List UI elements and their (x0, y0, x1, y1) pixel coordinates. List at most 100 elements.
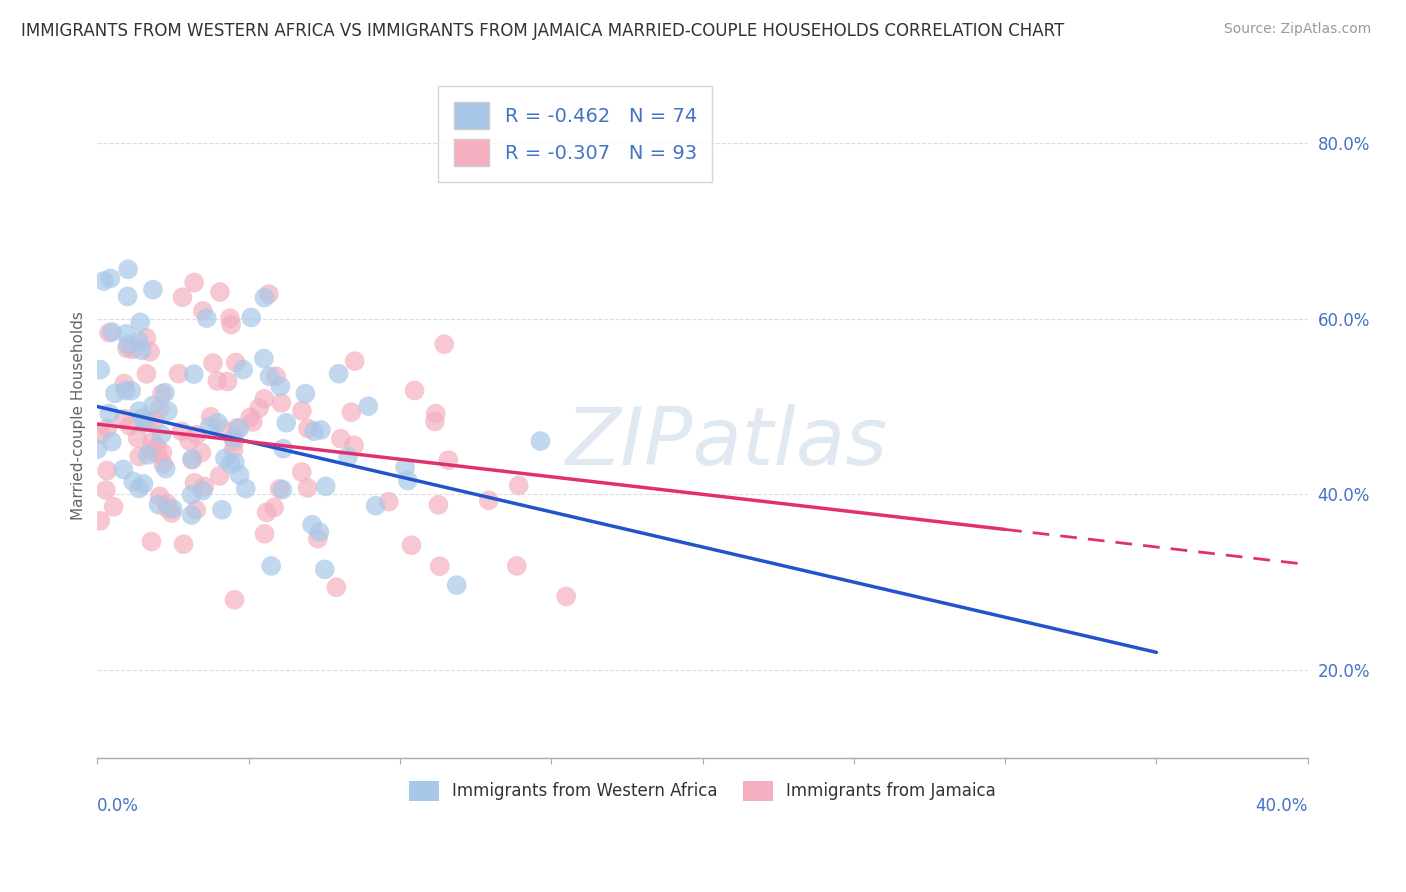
Point (425, 407, 447, 421)
Point (156, 404, 179, 418)
Point (357, 399, 380, 413)
Point (256, 505, 278, 519)
Point (138, 414, 160, 428)
Point (160, 506, 183, 520)
Point (247, 401, 270, 416)
Point (122, 475, 145, 489)
Point (228, 421, 250, 435)
Point (301, 517, 323, 532)
Point (219, 311, 242, 326)
Point (222, 442, 245, 457)
Point (190, 445, 212, 459)
Point (170, 425, 193, 439)
Text: IMMIGRANTS FROM WESTERN AFRICA VS IMMIGRANTS FROM JAMAICA MARRIED-COUPLE HOUSEHO: IMMIGRANTS FROM WESTERN AFRICA VS IMMIGR… (21, 22, 1064, 40)
Point (396, 474, 419, 488)
Point (112, 411, 135, 425)
Point (101, 434, 124, 449)
Point (89, 362, 111, 376)
Point (308, 524, 330, 539)
Point (96, 421, 118, 435)
Point (129, 315, 152, 329)
Point (364, 499, 387, 513)
Point (136, 448, 159, 462)
Point (343, 354, 366, 368)
Point (141, 434, 163, 449)
Point (152, 457, 174, 471)
Point (224, 456, 246, 470)
Point (103, 500, 125, 514)
Point (128, 334, 150, 349)
Point (120, 384, 142, 398)
Point (214, 451, 236, 466)
Point (291, 404, 314, 418)
Point (191, 304, 214, 318)
Point (145, 440, 167, 454)
Point (235, 482, 257, 496)
Point (186, 503, 208, 517)
Point (253, 526, 276, 541)
Point (225, 355, 247, 369)
Point (155, 461, 177, 475)
Point (207, 416, 229, 430)
Point (340, 405, 363, 419)
Point (337, 450, 360, 464)
Point (128, 404, 150, 418)
Point (217, 375, 239, 389)
Legend: R = -0.462   N = 74, R = -0.307   N = 93: R = -0.462 N = 74, R = -0.307 N = 93 (439, 87, 713, 182)
Point (208, 285, 231, 299)
Point (156, 497, 179, 511)
Point (276, 416, 298, 430)
Point (271, 442, 294, 456)
Point (555, 590, 578, 604)
Point (269, 482, 291, 496)
Point (269, 379, 291, 393)
Point (134, 416, 156, 430)
Point (263, 500, 285, 515)
Point (115, 326, 138, 341)
Point (433, 337, 456, 351)
Point (118, 418, 141, 433)
Point (211, 502, 233, 516)
Point (529, 434, 551, 449)
Point (328, 367, 350, 381)
Point (180, 488, 202, 502)
Point (93, 274, 115, 288)
Point (297, 421, 319, 435)
Point (232, 362, 254, 376)
Text: ZIPatlas: ZIPatlas (565, 404, 887, 482)
Point (297, 481, 319, 495)
Point (98, 271, 121, 285)
Point (506, 558, 529, 573)
Point (101, 325, 124, 339)
Point (94, 483, 117, 497)
Point (309, 423, 332, 437)
Point (195, 311, 218, 326)
Point (193, 479, 215, 493)
Point (149, 489, 172, 503)
Point (142, 283, 165, 297)
Point (128, 450, 150, 464)
Point (153, 385, 176, 400)
Point (148, 498, 170, 512)
Point (307, 532, 329, 546)
Point (207, 374, 229, 388)
Point (253, 351, 276, 366)
Point (478, 493, 501, 508)
Point (131, 343, 153, 358)
Point (117, 289, 139, 303)
Point (271, 483, 294, 497)
Point (86, 442, 108, 457)
Point (222, 432, 245, 446)
Point (98, 407, 121, 421)
Point (404, 384, 426, 398)
Point (186, 427, 208, 442)
Point (314, 562, 336, 576)
Point (148, 401, 170, 416)
Point (264, 369, 287, 384)
Point (315, 479, 337, 493)
Point (98, 326, 121, 340)
Point (212, 422, 235, 436)
Point (167, 367, 190, 381)
Point (114, 384, 136, 398)
Point (150, 387, 173, 401)
